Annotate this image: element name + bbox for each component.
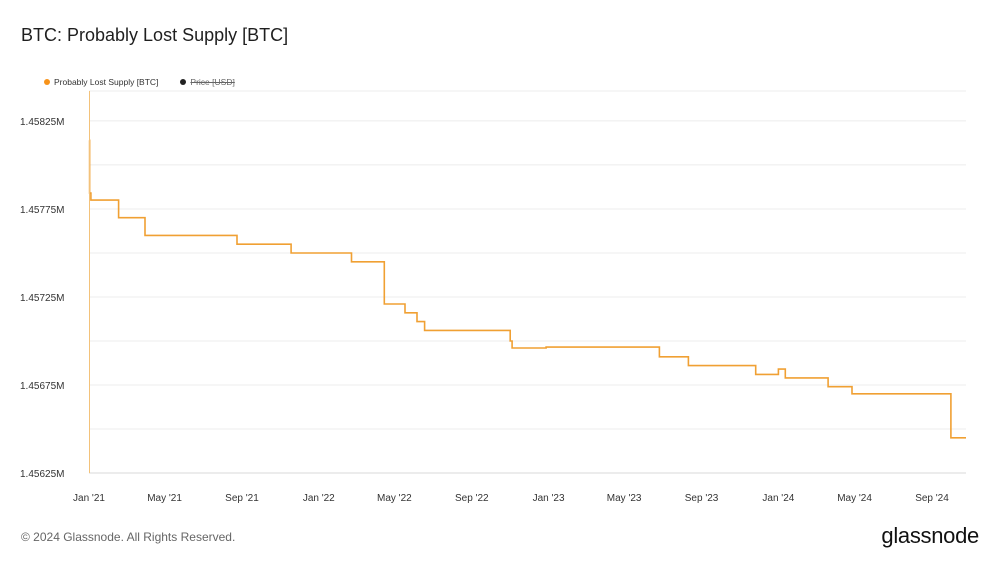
- legend-marker-lost-supply: [44, 79, 50, 85]
- x-tick-label: Jan '21: [73, 493, 105, 504]
- x-tick-label: Sep '22: [455, 493, 489, 504]
- series-line-lost-supply: [88, 139, 966, 439]
- legend-item-lost-supply[interactable]: Probably Lost Supply [BTC]: [44, 77, 158, 87]
- brand-logo: glassnode: [881, 523, 979, 548]
- copyright-text: © 2024 Glassnode. All Rights Reserved.: [21, 530, 236, 544]
- legend-marker-price: [180, 79, 187, 85]
- chart-legend: Probably Lost Supply [BTC] Price [USD]: [44, 77, 235, 87]
- y-tick-label: 1.45725M: [20, 293, 64, 304]
- x-tick-label: May '21: [147, 493, 182, 504]
- x-tick-label: May '22: [377, 493, 412, 504]
- y-tick-label: 1.45775M: [20, 205, 64, 216]
- y-tick-label: 1.45825M: [20, 117, 64, 128]
- x-tick-label: Sep '24: [915, 493, 949, 504]
- y-tick-label: 1.45675M: [20, 381, 64, 392]
- legend-item-price[interactable]: Price [USD]: [180, 77, 235, 87]
- x-tick-label: May '23: [607, 493, 642, 504]
- legend-label-price: Price [USD]: [190, 77, 235, 87]
- y-tick-label: 1.45625M: [20, 469, 64, 480]
- legend-label-lost-supply: Probably Lost Supply [BTC]: [54, 77, 159, 87]
- x-tick-label: Sep '21: [225, 493, 259, 504]
- x-tick-label: Sep '23: [685, 493, 719, 504]
- x-tick-label: May '24: [837, 493, 872, 504]
- chart-title: BTC: Probably Lost Supply [BTC]: [21, 25, 289, 45]
- x-tick-label: Jan '24: [762, 493, 794, 504]
- x-tick-label: Jan '23: [533, 493, 565, 504]
- x-tick-label: Jan '22: [303, 493, 335, 504]
